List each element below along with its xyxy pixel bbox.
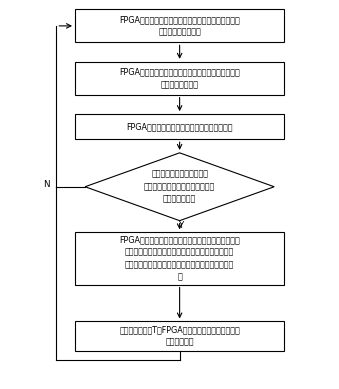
- Polygon shape: [85, 153, 274, 221]
- Bar: [75, 321, 284, 350]
- Bar: [75, 9, 284, 42]
- Text: 电压值最大的锰酸锂电池电
压与所有锰酸锂电池平均电压偏差
大于一设定阈值: 电压值最大的锰酸锂电池电 压与所有锰酸锂电池平均电压偏差 大于一设定阈值: [144, 170, 215, 204]
- Text: FPGA通过控制电压最大锰酸锂电池单体对应的第一接
触器和第二接触器使电压值最大的锰酸锂电池单体与
所述放电电阻的并联，对所述锰酸锂电池单体进行放
电: FPGA通过控制电压最大锰酸锂电池单体对应的第一接 触器和第二接触器使电压值最大…: [119, 235, 240, 282]
- Text: N: N: [43, 180, 49, 189]
- Text: FPGA控制器根据获得的锰酸锂电池电压，找出电压值
最大的锰酸锂电池: FPGA控制器根据获得的锰酸锂电池电压，找出电压值 最大的锰酸锂电池: [119, 67, 240, 89]
- Text: FPGA控制器与锰酸锂电池电压检测模块通信，获得每
个锰酸锂电池的电压: FPGA控制器与锰酸锂电池电压检测模块通信，获得每 个锰酸锂电池的电压: [119, 15, 240, 37]
- Bar: [75, 114, 284, 139]
- Text: Y: Y: [179, 221, 184, 230]
- Text: 等待设定的时间T，FPGA控制器通过控制端子断开所
有接触器开关: 等待设定的时间T，FPGA控制器通过控制端子断开所 有接触器开关: [119, 325, 240, 347]
- Bar: [75, 62, 284, 95]
- Text: FPGA控制器求出所有锰酸锂电池电压的平均值: FPGA控制器求出所有锰酸锂电池电压的平均值: [126, 122, 233, 131]
- Bar: [75, 232, 284, 285]
